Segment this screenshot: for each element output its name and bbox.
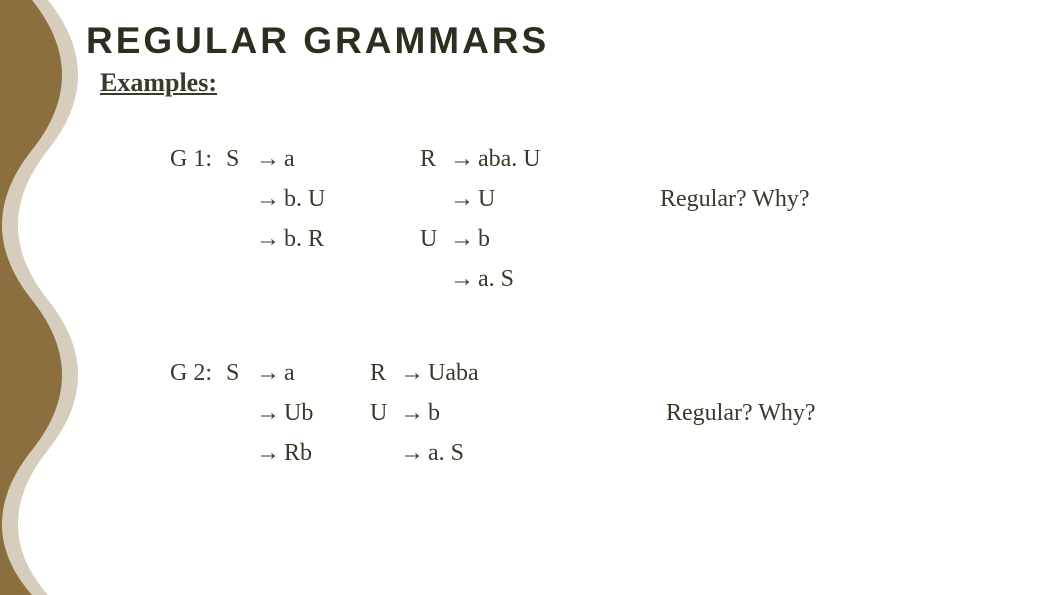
grammar-rule: →Ub — [170, 400, 370, 440]
page-title: REGULAR GRAMMARS — [86, 20, 1028, 62]
grammar-rule: R→Uaba — [370, 360, 666, 400]
grammar-rule: U→b — [420, 226, 660, 266]
grammar-rule: R→aba. U — [420, 146, 660, 186]
g2-col2: R→Uaba U→b →a. S — [370, 360, 666, 480]
grammar-rule: G 2:S→a — [170, 360, 370, 400]
g1-question-col: Regular? Why? — [660, 146, 810, 213]
grammar-rule: →b. R — [170, 226, 420, 266]
g2-question-col: Regular? Why? — [666, 360, 816, 427]
g1-col1: G 1:S→a →b. U →b. R — [170, 146, 420, 266]
grammar-rule: →U — [420, 186, 660, 226]
grammar-g2: G 2:S→a →Ub →Rb R→Uaba U→b →a. S Regular… — [170, 360, 1028, 480]
g2-question: Regular? Why? — [666, 360, 816, 427]
grammar-rule: →b. U — [170, 186, 420, 226]
grammar-g1: G 1:S→a →b. U →b. R R→aba. U →U U→b →a. … — [170, 146, 1028, 306]
left-wave-decoration — [0, 0, 78, 595]
g1-col2: R→aba. U →U U→b →a. S — [420, 146, 660, 306]
page-subtitle: Examples: — [100, 68, 1028, 98]
g1-question: Regular? Why? — [660, 146, 810, 213]
grammar-rule: U→b — [370, 400, 666, 440]
grammar-rule: G 1:S→a — [170, 146, 420, 186]
g2-col1: G 2:S→a →Ub →Rb — [170, 360, 370, 480]
slide-content: REGULAR GRAMMARS Examples: G 1:S→a →b. U… — [78, 0, 1058, 534]
grammar-rule: →a. S — [370, 440, 666, 480]
grammar-rule: →Rb — [170, 440, 370, 480]
grammar-rule: →a. S — [420, 266, 660, 306]
